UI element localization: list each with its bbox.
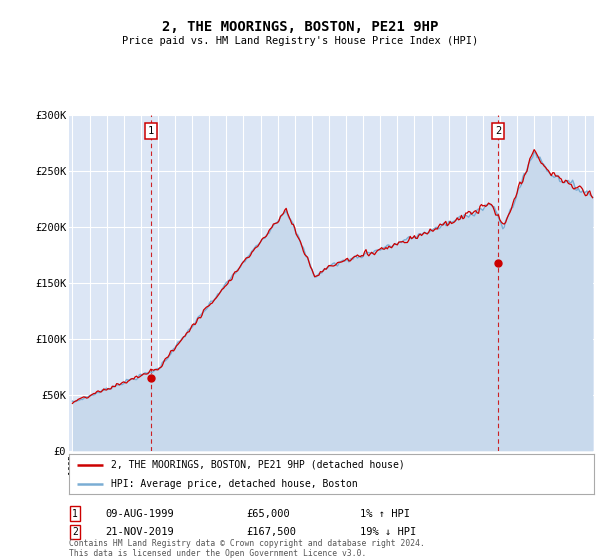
Text: 21-NOV-2019: 21-NOV-2019	[105, 527, 174, 537]
Text: Contains HM Land Registry data © Crown copyright and database right 2024.
This d: Contains HM Land Registry data © Crown c…	[69, 539, 425, 558]
Text: 2, THE MOORINGS, BOSTON, PE21 9HP: 2, THE MOORINGS, BOSTON, PE21 9HP	[162, 20, 438, 34]
Text: 1% ↑ HPI: 1% ↑ HPI	[360, 508, 410, 519]
Point	[493, 259, 503, 268]
Text: 2, THE MOORINGS, BOSTON, PE21 9HP (detached house): 2, THE MOORINGS, BOSTON, PE21 9HP (detac…	[111, 460, 405, 470]
Text: 2: 2	[72, 527, 78, 537]
Text: HPI: Average price, detached house, Boston: HPI: Average price, detached house, Bost…	[111, 479, 358, 489]
Text: 09-AUG-1999: 09-AUG-1999	[105, 508, 174, 519]
Text: £167,500: £167,500	[246, 527, 296, 537]
Text: £65,000: £65,000	[246, 508, 290, 519]
Text: 2: 2	[495, 126, 502, 136]
Text: Price paid vs. HM Land Registry's House Price Index (HPI): Price paid vs. HM Land Registry's House …	[122, 36, 478, 46]
Text: 1: 1	[72, 508, 78, 519]
Point	[146, 374, 156, 382]
Text: 1: 1	[148, 126, 154, 136]
Text: 19% ↓ HPI: 19% ↓ HPI	[360, 527, 416, 537]
